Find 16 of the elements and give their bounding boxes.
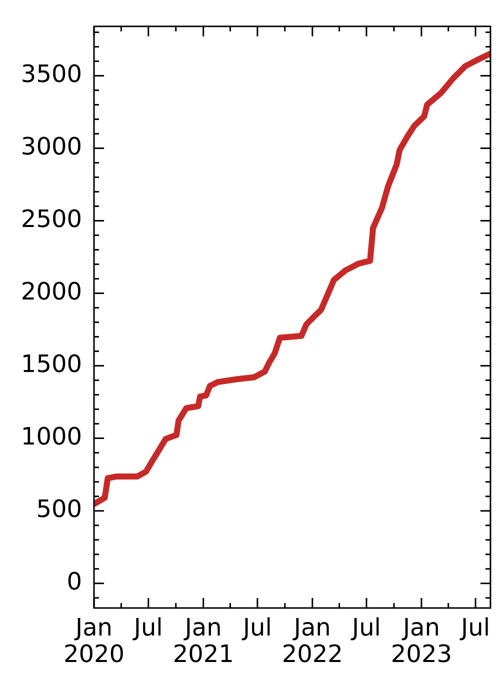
y-tick-label: 3500	[20, 60, 82, 88]
x-tick-label: Jul	[132, 613, 163, 642]
x-tick-label: Jul	[350, 613, 381, 642]
y-tick-label: 3000	[20, 132, 82, 160]
x-tick-label: Jan 2022	[282, 613, 343, 668]
x-tick-label: Jan 2020	[63, 613, 125, 668]
x-tick-label: Jul	[459, 613, 490, 642]
y-tick-label: 1000	[20, 422, 82, 451]
y-tick-label: 500	[36, 495, 82, 524]
y-tick-label: 1500	[20, 350, 82, 378]
y-tick-label: 2500	[20, 204, 82, 233]
x-tick-label: Jul	[240, 613, 272, 642]
y-tick-label: 2000	[20, 278, 82, 306]
x-tick-label: Jan 2021	[172, 613, 234, 668]
x-tick-label: Jan 2023	[390, 613, 452, 668]
y-tick-label: 0	[66, 568, 82, 596]
